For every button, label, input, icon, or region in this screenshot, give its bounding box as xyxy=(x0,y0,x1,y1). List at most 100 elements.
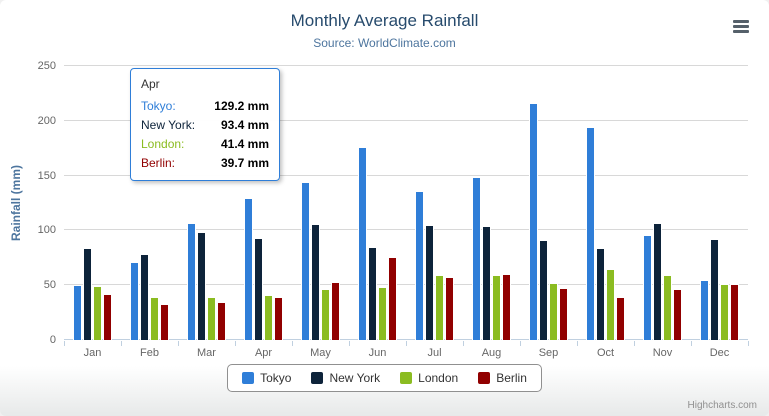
tooltip-series-name: New York: xyxy=(141,117,196,132)
y-axis-tick-label: 150 xyxy=(37,169,56,182)
x-axis-tick xyxy=(634,341,635,346)
bar-london-may[interactable] xyxy=(320,288,330,340)
gridline xyxy=(64,119,748,121)
x-axis-tick xyxy=(406,341,407,346)
legend-item-london[interactable]: London xyxy=(400,371,458,385)
x-axis-tick-label: Dec xyxy=(709,347,730,359)
legend-symbol xyxy=(242,372,255,384)
bar-new-york-dec[interactable] xyxy=(709,238,719,340)
y-axis-tick-label: 250 xyxy=(37,60,56,72)
bar-london-sep[interactable] xyxy=(548,282,558,340)
bar-new-york-mar[interactable] xyxy=(196,232,206,340)
plot-area xyxy=(64,65,748,340)
bar-new-york-jan[interactable] xyxy=(82,248,92,340)
bar-berlin-may[interactable] xyxy=(330,282,340,340)
bar-new-york-apr[interactable] xyxy=(253,237,263,340)
tooltip-row: London: 41.4 mm xyxy=(141,134,269,153)
bar-berlin-mar[interactable] xyxy=(216,302,226,340)
bar-tokyo-nov[interactable] xyxy=(642,235,652,340)
x-axis-tick-label: May xyxy=(310,347,331,359)
bar-london-nov[interactable] xyxy=(662,275,672,340)
bar-london-jul[interactable] xyxy=(434,275,444,340)
bar-new-york-feb[interactable] xyxy=(139,253,149,340)
bar-berlin-jan[interactable] xyxy=(102,293,112,340)
x-axis-tick xyxy=(121,341,122,346)
bar-new-york-may[interactable] xyxy=(310,223,320,340)
bar-berlin-jun[interactable] xyxy=(387,257,397,340)
bar-new-york-oct[interactable] xyxy=(595,248,605,340)
x-axis-tick xyxy=(520,341,521,346)
bar-tokyo-oct[interactable] xyxy=(585,127,595,340)
bar-tokyo-apr[interactable] xyxy=(243,198,253,340)
tooltip: Apr Tokyo: 129.2 mm New York: 93.4 mm London… xyxy=(130,68,280,181)
tooltip-series-value: 93.4 mm xyxy=(220,117,269,132)
gridline xyxy=(64,284,748,286)
legend-item-berlin[interactable]: Berlin xyxy=(478,371,527,385)
bar-berlin-dec[interactable] xyxy=(729,284,739,340)
x-axis-line xyxy=(64,339,748,340)
bar-tokyo-may[interactable] xyxy=(300,182,310,340)
legend-item-tokyo[interactable]: Tokyo xyxy=(242,371,291,385)
bar-new-york-jun[interactable] xyxy=(367,247,377,340)
bar-tokyo-sep[interactable] xyxy=(528,102,538,340)
gridline xyxy=(64,174,748,176)
bar-london-aug[interactable] xyxy=(491,274,501,340)
bar-tokyo-dec[interactable] xyxy=(699,280,709,340)
tooltip-table: Tokyo: 129.2 mm New York: 93.4 mm London: 41.… xyxy=(141,96,269,172)
bar-london-apr[interactable] xyxy=(263,294,273,340)
legend-label: New York xyxy=(329,371,381,385)
y-axis-tick-label: 200 xyxy=(37,114,56,127)
x-axis-labels: Jan Feb Mar Apr May Jun Jul Aug Sep Oct Nov Dec xyxy=(64,347,748,361)
tooltip-series-value: 41.4 mm xyxy=(220,136,269,151)
legend-item-new-york[interactable]: New York xyxy=(311,371,380,385)
x-axis-ticks xyxy=(64,341,749,346)
y-axis-tick-label: 50 xyxy=(43,279,56,292)
tooltip-series-value: 39.7 mm xyxy=(220,155,269,170)
bar-berlin-nov[interactable] xyxy=(672,288,682,340)
bar-london-jan[interactable] xyxy=(92,286,102,340)
bar-london-oct[interactable] xyxy=(605,268,615,340)
bar-berlin-sep[interactable] xyxy=(558,287,568,340)
tooltip-row: Berlin: 39.7 mm xyxy=(141,153,269,172)
x-axis-tick-label: Apr xyxy=(254,347,273,359)
x-axis-tick xyxy=(691,341,692,346)
bar-berlin-feb[interactable] xyxy=(159,303,169,340)
bar-berlin-apr[interactable] xyxy=(273,296,283,340)
x-axis-tick xyxy=(178,341,179,346)
bar-tokyo-jan[interactable] xyxy=(72,285,82,340)
bar-new-york-jul[interactable] xyxy=(424,224,434,340)
x-axis-tick xyxy=(748,341,749,346)
x-axis-tick-label: Jan xyxy=(83,347,102,359)
bar-berlin-oct[interactable] xyxy=(615,297,625,340)
bar-london-dec[interactable] xyxy=(719,283,729,340)
tooltip-row: Tokyo: 129.2 mm xyxy=(141,96,269,115)
tooltip-series-name: Berlin: xyxy=(141,155,176,170)
x-axis-tick xyxy=(349,341,350,346)
chart-subtitle: Source: WorldClimate.com xyxy=(313,36,456,50)
bar-new-york-sep[interactable] xyxy=(538,240,548,340)
legend-symbol xyxy=(400,372,413,384)
legend-label: Tokyo xyxy=(260,371,292,385)
bar-tokyo-feb[interactable] xyxy=(129,261,139,340)
bar-tokyo-mar[interactable] xyxy=(186,223,196,340)
bar-berlin-jul[interactable] xyxy=(444,277,454,340)
credits-link[interactable]: Highcharts.com xyxy=(687,400,757,411)
legend-label: London xyxy=(418,371,459,385)
tooltip-series-name: Tokyo: xyxy=(141,98,176,113)
gridline xyxy=(64,65,748,66)
bar-new-york-nov[interactable] xyxy=(652,223,662,340)
bar-tokyo-jul[interactable] xyxy=(414,191,424,340)
export-menu-button[interactable] xyxy=(729,16,753,36)
bar-new-york-aug[interactable] xyxy=(481,225,491,340)
bar-tokyo-jun[interactable] xyxy=(357,147,367,340)
bar-berlin-aug[interactable] xyxy=(501,273,511,340)
bar-london-jun[interactable] xyxy=(377,287,387,340)
x-axis-tick xyxy=(463,341,464,346)
legend-symbol xyxy=(478,372,491,384)
bar-london-mar[interactable] xyxy=(206,296,216,340)
tooltip-series-value: 129.2 mm xyxy=(214,98,269,113)
bar-london-feb[interactable] xyxy=(149,297,159,340)
bar-tokyo-aug[interactable] xyxy=(471,177,481,340)
tooltip-header: Apr xyxy=(141,77,160,91)
